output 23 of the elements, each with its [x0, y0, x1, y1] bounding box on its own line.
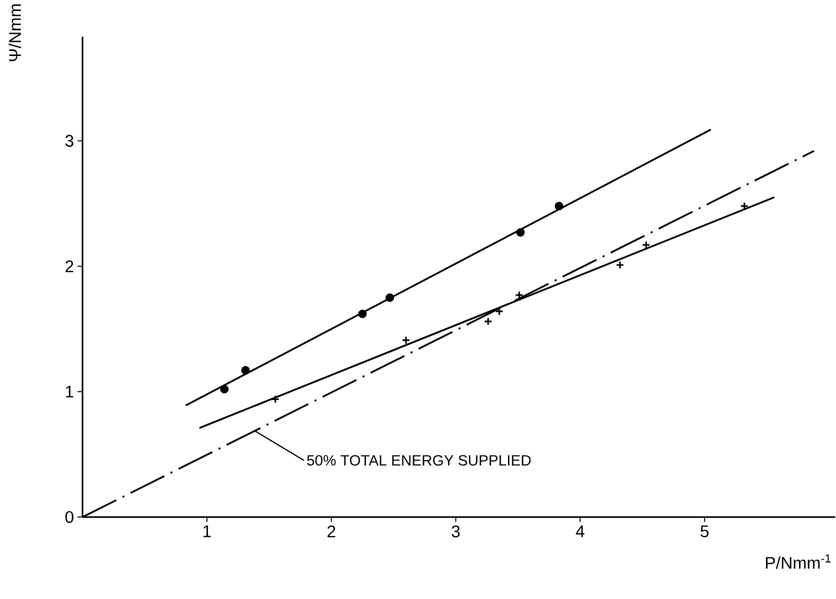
y-tick-label: 2 [66, 260, 74, 272]
y-tick-label: 1 [66, 386, 74, 398]
point [554, 202, 564, 211]
x-tick-label: 3 [452, 526, 460, 538]
point [241, 366, 250, 375]
x-tick-label: 5 [700, 526, 709, 538]
point [358, 310, 367, 318]
point [402, 336, 410, 345]
point [220, 385, 229, 394]
x-tick-label: 1 [204, 526, 211, 538]
y-tick-label: 3 [65, 135, 74, 148]
point [516, 228, 525, 237]
annotation: 50% TOTAL ENERGY SUPPLIED [307, 455, 531, 466]
x-tick-label: 2 [328, 526, 336, 538]
x-tick-label: 4 [576, 526, 584, 538]
x-axis-title: P/Nmm$^{-1}$ [766, 554, 831, 570]
point [616, 260, 624, 270]
point [386, 294, 394, 302]
point [484, 317, 492, 326]
point [642, 240, 650, 250]
y-tick-label: 0 [65, 511, 74, 524]
y-axis-title: Ψ/Nmm [8, 4, 21, 62]
point [271, 395, 280, 404]
